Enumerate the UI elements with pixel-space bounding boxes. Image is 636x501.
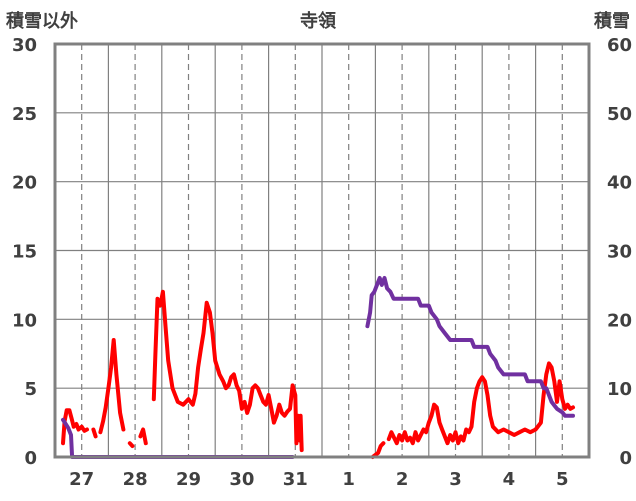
right-tick-label: 40 xyxy=(607,173,632,194)
series-line-other xyxy=(138,427,148,446)
x-tick-label: 5 xyxy=(556,469,569,490)
left-tick-label: 5 xyxy=(24,379,37,400)
series-group xyxy=(61,276,575,459)
right-tick-label: 10 xyxy=(607,379,632,400)
left-axis-label: 積雪以外 xyxy=(5,10,78,32)
series-line-other xyxy=(91,427,98,439)
right-tick-label: 60 xyxy=(607,35,632,56)
series-line-other xyxy=(386,361,575,446)
series-line-other xyxy=(98,338,126,435)
x-tick-label: 1 xyxy=(342,469,355,490)
left-tick-label: 25 xyxy=(12,104,37,125)
chart-title: 寺領 xyxy=(300,10,337,32)
right-axis-label: 積雪 xyxy=(593,10,630,32)
left-tick-label: 0 xyxy=(24,448,37,469)
x-tick-label: 30 xyxy=(229,469,254,490)
x-tick-label: 28 xyxy=(123,469,148,490)
x-tick-label: 31 xyxy=(283,469,308,490)
left-tick-label: 20 xyxy=(12,173,37,194)
right-tick-label: 20 xyxy=(607,310,632,331)
x-tick-label: 2 xyxy=(396,469,409,490)
right-axis-ticks: 0 10 20 30 40 50 60 xyxy=(607,35,632,469)
series-line-snow xyxy=(365,276,575,418)
x-tick-label: 27 xyxy=(69,469,94,490)
left-tick-label: 10 xyxy=(12,310,37,331)
x-tick-label: 3 xyxy=(449,469,462,490)
right-tick-label: 0 xyxy=(619,448,632,469)
left-axis-ticks: 0 5 10 15 20 25 30 xyxy=(12,35,37,469)
x-tick-label: 4 xyxy=(503,469,516,490)
plot-frame xyxy=(53,42,591,459)
grid xyxy=(55,44,589,457)
left-tick-label: 30 xyxy=(12,35,37,56)
series-line-other xyxy=(151,289,299,446)
right-tick-label: 30 xyxy=(607,242,632,263)
x-tick-label: 29 xyxy=(176,469,201,490)
left-tick-label: 15 xyxy=(12,242,37,263)
series-line-other xyxy=(370,441,386,459)
series-line-other xyxy=(296,413,304,453)
series-line-other xyxy=(61,408,89,446)
series-line-other xyxy=(127,441,135,448)
right-tick-label: 50 xyxy=(607,104,632,125)
series-line-snow xyxy=(61,417,295,459)
x-axis-ticks: 27 28 29 30 31 1 2 3 4 5 xyxy=(69,469,568,490)
